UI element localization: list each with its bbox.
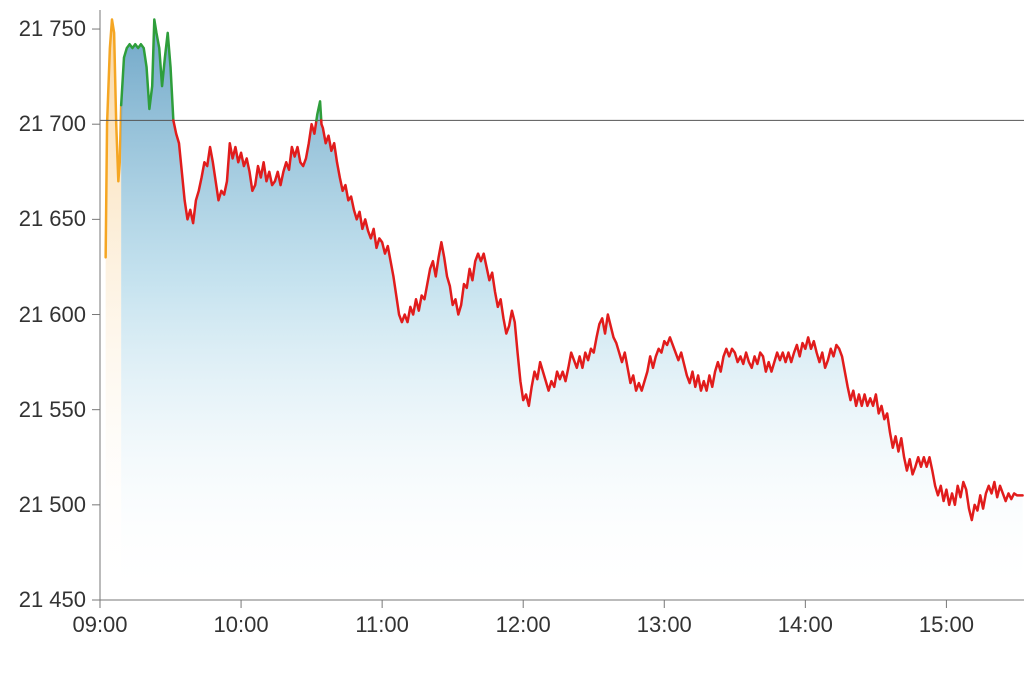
x-tick-label: 13:00: [637, 612, 692, 638]
price-area: [121, 20, 1022, 600]
y-tick-label: 21 500: [0, 492, 86, 518]
y-tick-label: 21 700: [0, 111, 86, 137]
intraday-price-chart: [0, 0, 1024, 683]
y-tick-label: 21 650: [0, 206, 86, 232]
y-tick-label: 21 550: [0, 397, 86, 423]
x-tick-label: 14:00: [778, 612, 833, 638]
x-tick-label: 11:00: [355, 612, 408, 638]
x-tick-label: 12:00: [496, 612, 551, 638]
x-tick-label: 09:00: [72, 612, 127, 638]
x-tick-label: 10:00: [214, 612, 269, 638]
y-tick-label: 21 450: [0, 587, 86, 613]
y-tick-label: 21 600: [0, 302, 86, 328]
x-tick-label: 15:00: [919, 612, 974, 638]
y-tick-label: 21 750: [0, 16, 86, 42]
